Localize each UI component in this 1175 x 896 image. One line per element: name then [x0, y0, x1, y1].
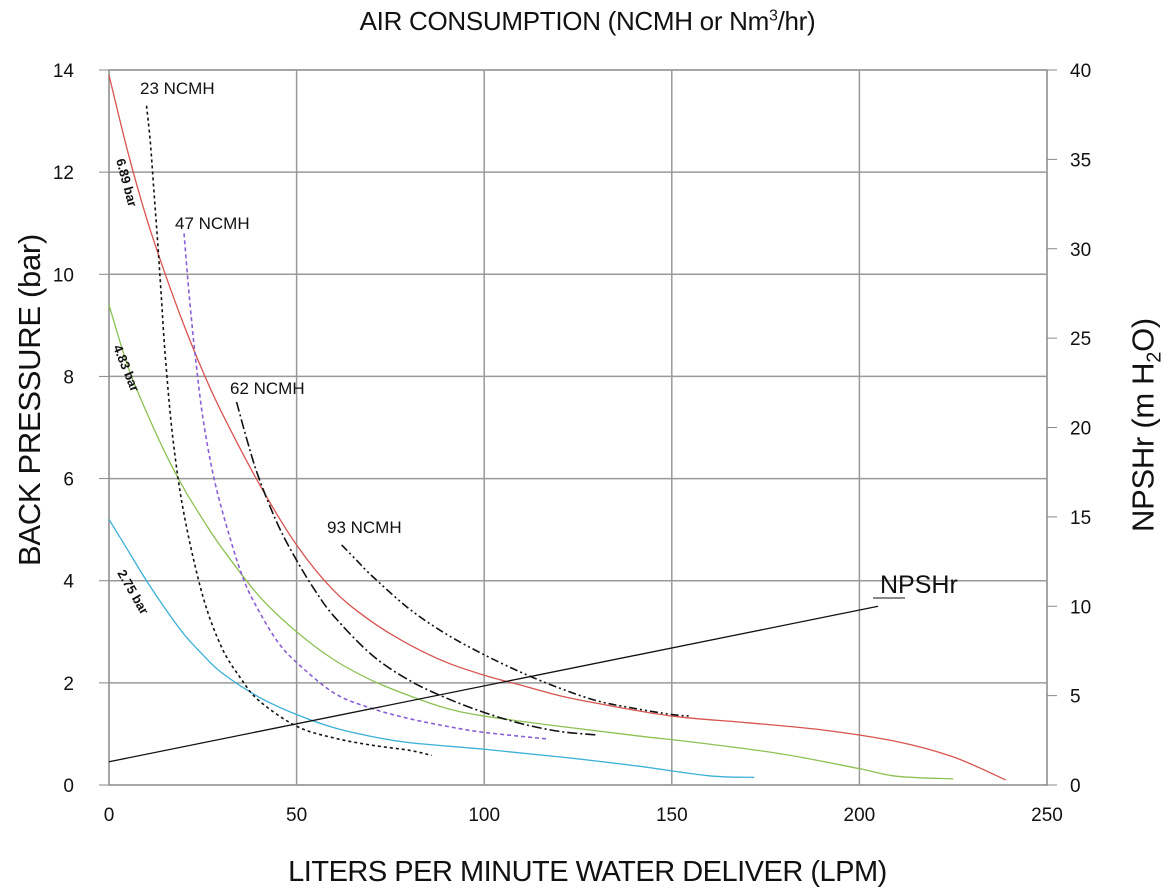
y2-tick-label: 20: [1070, 419, 1091, 440]
chart-title: AIR CONSUMPTION (NCMH or Nm3/hr): [0, 6, 1175, 37]
x-tick-label: 0: [104, 805, 115, 826]
y2-label-subscript: 2: [1143, 351, 1166, 363]
y2-tick-label: 0: [1070, 776, 1081, 797]
label-47-ncmh: 47 NCMH: [175, 214, 250, 233]
label-93-ncmh: 93 NCMH: [327, 518, 402, 537]
series-line-4-83-bar: [108, 304, 954, 780]
y2-tick-label: 5: [1070, 687, 1081, 708]
y2-tick-label: 40: [1070, 61, 1091, 82]
y2-axis-label: NPSHr (m H2O): [1125, 318, 1166, 532]
y2-tick-label: 35: [1070, 150, 1091, 171]
y2-label-main: NPSHr (m H: [1125, 362, 1161, 532]
chart-title-tail: /hr): [777, 6, 816, 36]
label-4-83-bar: 4.83 bar: [110, 343, 142, 394]
y-tick-label: 2: [63, 674, 74, 695]
series-lines: [108, 74, 1006, 781]
gridlines: [99, 69, 1057, 786]
y2-label-tail: O): [1125, 318, 1161, 352]
x-tick-label: 150: [656, 805, 688, 826]
y-tick-label: 6: [63, 470, 74, 491]
x-tick-label: 200: [844, 805, 876, 826]
y-tick-label: 12: [53, 163, 74, 184]
y-tick-label: 10: [53, 265, 74, 286]
series-line-93-ncmh: [341, 544, 691, 717]
x-tick-label: 100: [468, 805, 500, 826]
chart-title-main: AIR CONSUMPTION (NCMH or Nm: [359, 6, 770, 36]
series-line-62-ncmh: [235, 401, 597, 736]
y-tick-label: 4: [63, 572, 74, 593]
y2-tick-label: 10: [1070, 597, 1091, 618]
x-tick-label: 50: [286, 805, 307, 826]
y-axis-label: BACK PRESSURE (bar): [12, 234, 47, 566]
y-tick-label: 0: [63, 776, 74, 797]
y2-tick-label: 25: [1070, 329, 1091, 350]
series-line-23-ncmh: [145, 105, 432, 757]
label-23-ncmh: 23 NCMH: [140, 79, 215, 98]
series-line-6-89-bar: [108, 74, 1006, 781]
plot-frame: [108, 69, 1048, 786]
tick-labels: 0 50 100 150 200 250 0 2 4 6 8 10 12 14 0 5 10 15 20 25 30 35…: [53, 61, 1091, 826]
chart-title-superscript: 3: [768, 7, 778, 25]
y-tick-label: 14: [53, 61, 75, 82]
y-tick-label: 8: [63, 367, 74, 388]
label-2-75-bar: 2.75 bar: [114, 567, 152, 617]
x-tick-label: 250: [1031, 805, 1063, 826]
label-62-ncmh: 62 NCMH: [230, 379, 305, 398]
x-axis-label: LITERS PER MINUTE WATER DELIVER (LPM): [288, 856, 887, 888]
series-line-47-ncmh: [183, 233, 549, 740]
y2-tick-label: 15: [1070, 508, 1091, 529]
y2-tick-label: 30: [1070, 240, 1091, 261]
label-npshr: NPSHr: [880, 571, 958, 599]
series-line-2-75-bar: [108, 519, 755, 778]
series-line-npshr: [108, 605, 879, 763]
